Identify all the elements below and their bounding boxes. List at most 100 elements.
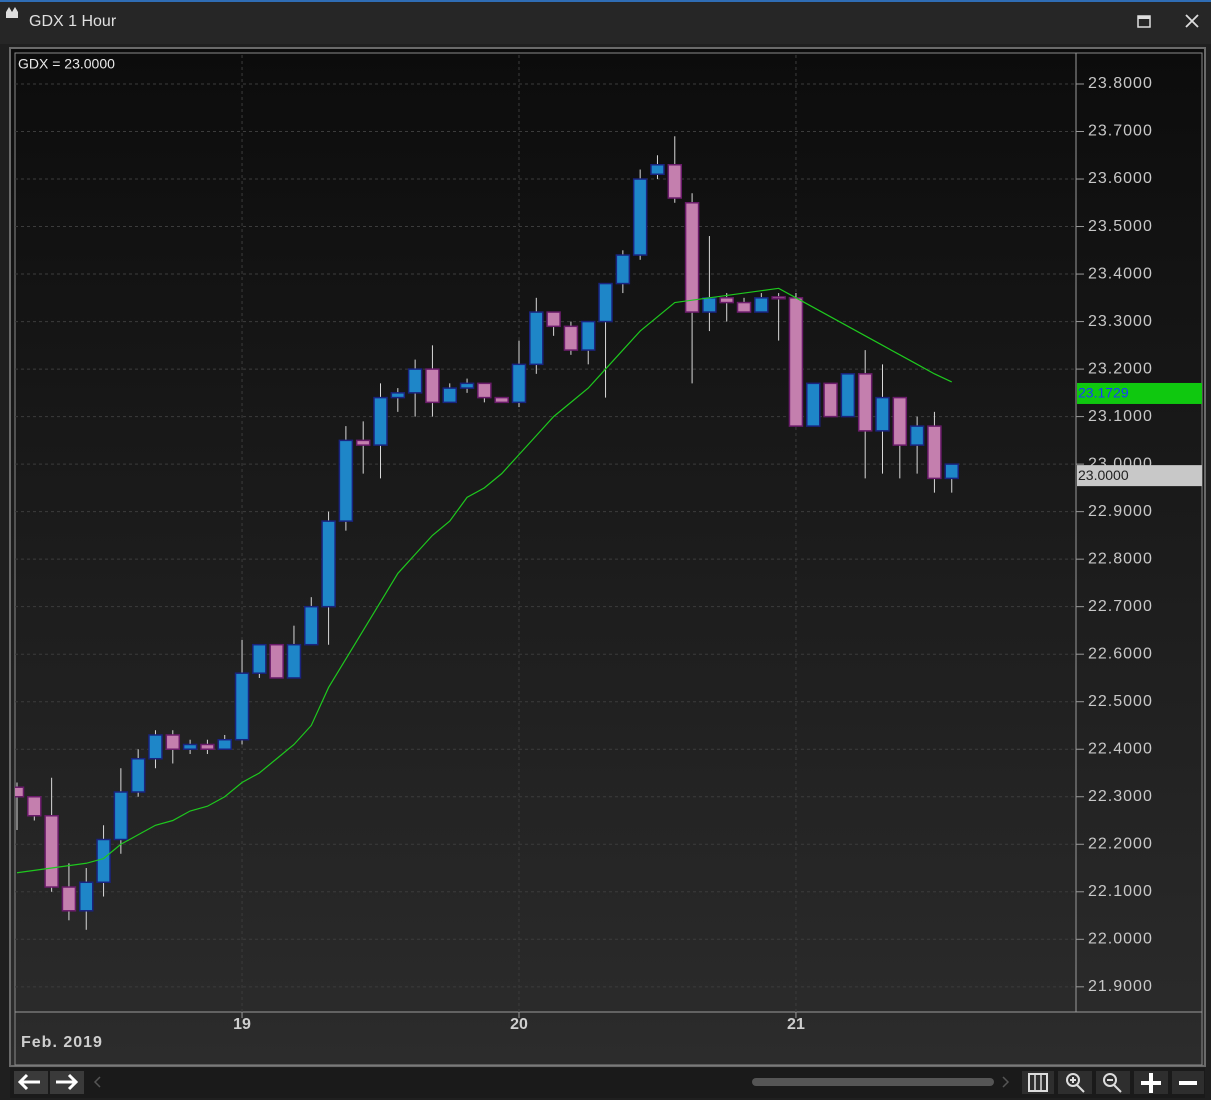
fit-icon-lines [1034,1074,1042,1091]
candle-body [684,202,700,313]
candle-body [321,520,336,608]
y-tick-label: 23.4000 [1088,265,1153,282]
price-tag-label: 23.1729 [1078,385,1129,401]
y-tick-label: 22.9000 [1088,503,1153,520]
candle-body [632,178,648,256]
zoom-in-button[interactable] [1058,1071,1092,1094]
x-tick-label: 19 [233,1016,251,1033]
candle-body [892,396,908,446]
candle-body [338,439,354,522]
y-tick-label: 23.8000 [1088,75,1153,92]
candle-body [113,791,129,841]
y-tick-label: 22.2000 [1088,835,1153,852]
zoom-in-icon [1066,1073,1080,1087]
close-button[interactable] [1185,14,1199,28]
candle-body [148,734,163,760]
y-tick-label: 22.0000 [1088,931,1153,948]
scroll-left-button[interactable] [14,1071,48,1094]
candle-body [650,164,665,176]
candle-body [806,382,821,427]
fit-button[interactable] [1022,1071,1054,1094]
button-bg [1058,1071,1092,1094]
y-tick-label: 23.3000 [1088,313,1153,330]
candle-body [702,297,717,313]
candle-body [442,387,457,404]
candle-body [200,743,215,750]
chart-area [9,47,1206,1067]
candle-body [598,282,613,323]
remove-button[interactable] [1172,1071,1204,1094]
candle-body [165,734,181,750]
add-button[interactable] [1134,1071,1168,1094]
candle-body [425,368,440,404]
candle-body [96,838,111,884]
plot [15,136,959,930]
candle-body [546,311,561,328]
candle-body [61,886,77,912]
candle-body [130,757,146,793]
candle-body [390,392,406,399]
app-icon [6,7,18,18]
candle-body [580,320,596,351]
zoom-out-button[interactable] [1096,1071,1130,1094]
arrow-right-icon [56,1073,79,1091]
scrollbar-left[interactable] [93,1076,101,1088]
axes: 21.9000 22.0000 22.1000 22.2000 22.3000 22.40… [233,75,1202,1033]
candle-body [511,363,527,404]
candle-body [944,463,959,480]
y-tick-label: 22.4000 [1088,740,1153,757]
candle-body [286,643,302,679]
y-tick-label: 23.1000 [1088,408,1153,425]
plus-icon [1141,1073,1161,1093]
candle-body [857,373,873,432]
candle-body [304,605,319,646]
title-bar [0,2,1211,44]
x-tick-label: 20 [510,1016,528,1033]
candle-body [269,643,284,679]
y-tick-label: 21.9000 [1088,978,1153,995]
y-tick-label: 22.3000 [1088,788,1153,805]
candle-body [529,311,544,366]
candle-body [234,672,250,741]
scrollbar-thumb[interactable] [752,1078,994,1086]
maximize-icon-bar [1138,16,1150,19]
candle-body [15,786,25,798]
legend-text: GDX = 23.0000 [18,56,115,72]
price-tag [1077,465,1202,487]
candle-body [788,297,804,427]
candle-body [459,382,475,389]
zoom-out-icon-marks [1107,1079,1122,1093]
candle-body [407,368,423,394]
toolbar [10,1068,1205,1098]
fit-icon [1028,1073,1048,1092]
candle-body [754,297,769,313]
candle-body [373,396,388,446]
y-tick-label: 22.6000 [1088,645,1153,662]
x-axis-label: Feb. 2019 [21,1034,103,1051]
candle-body [840,373,856,418]
scroll-right-button[interactable] [50,1071,84,1094]
maximize-button[interactable] [1137,15,1151,28]
candle-body [563,325,579,351]
candle-body [477,382,492,399]
candle-body [667,164,683,199]
y-tick-label: 22.5000 [1088,693,1153,710]
y-tick-label: 23.2000 [1088,360,1153,377]
zoom-in-icon-marks [1070,1077,1085,1093]
candle-body [78,881,94,912]
price-tag [1077,382,1202,404]
candle-body [27,795,42,817]
candle-body [719,297,734,304]
moving-average-line [16,287,952,874]
candle-body [615,254,631,285]
candle-body [252,643,267,674]
candle-body [875,396,890,432]
candle-body [927,425,942,480]
candle-body [182,743,198,750]
scrollbar-right[interactable] [1002,1076,1010,1088]
y-tick-label: 22.8000 [1088,550,1153,567]
candle-body [355,439,371,446]
candle-body [771,296,786,300]
